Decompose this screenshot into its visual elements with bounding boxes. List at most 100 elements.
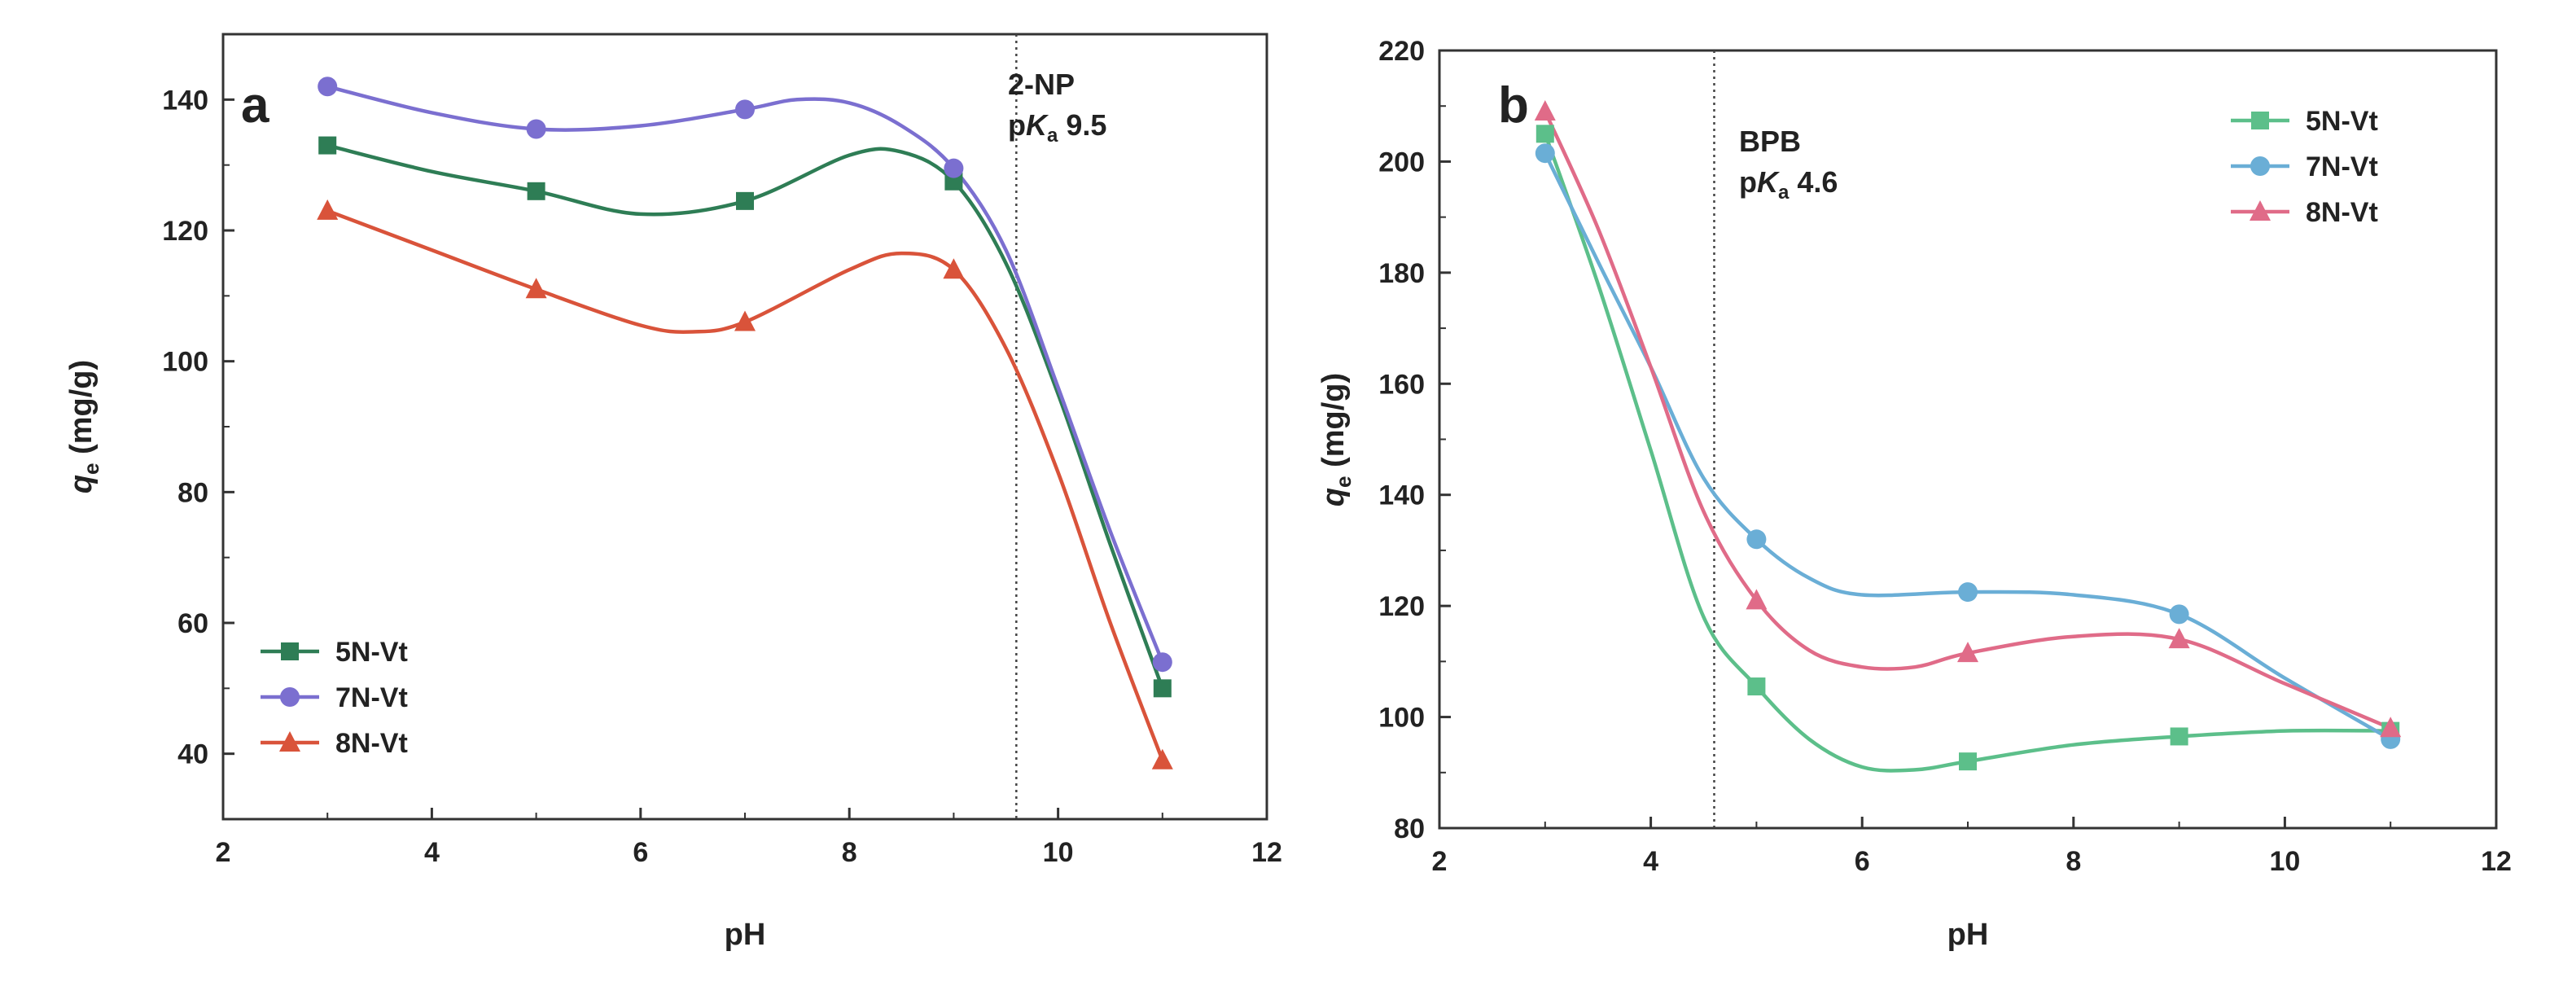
legend-marker-8N-Vt bbox=[2250, 200, 2271, 221]
x-tick-label: 6 bbox=[633, 837, 648, 868]
pka-k: K bbox=[1757, 165, 1781, 199]
data-point-7N-Vt bbox=[526, 119, 546, 139]
y-label-sub: e bbox=[1331, 476, 1356, 487]
legend-marker-5N-Vt bbox=[281, 642, 299, 660]
pka-k: K bbox=[1026, 108, 1049, 142]
series-line-5N-Vt bbox=[326, 143, 1164, 690]
annotation-compound: BPB bbox=[1739, 125, 1801, 158]
y-axis-label: qe (mg/g) bbox=[64, 360, 103, 493]
data-point-8N-Vt bbox=[1534, 100, 1556, 121]
x-tick-label: 6 bbox=[1855, 846, 1870, 877]
data-point-5N-Vt bbox=[1747, 677, 1766, 696]
y-tick-label: 100 bbox=[1378, 703, 1425, 734]
data-point-5N-Vt bbox=[736, 191, 754, 210]
data-point-7N-Vt bbox=[2169, 604, 2189, 625]
x-axis-label: pH bbox=[725, 918, 766, 952]
legend-marker-7N-Vt bbox=[2250, 156, 2270, 176]
x-tick-label: 10 bbox=[1043, 837, 1074, 868]
data-point-8N-Vt bbox=[1746, 589, 1768, 610]
y-axis-label: qe (mg/g) bbox=[1316, 373, 1356, 506]
y-tick-label: 140 bbox=[1378, 480, 1425, 511]
x-tick-label: 12 bbox=[2481, 846, 2512, 877]
y-label-main: q bbox=[64, 475, 99, 493]
y-tick-label: 100 bbox=[162, 347, 208, 378]
legend: 5N-Vt 7N-Vt 8N-Vt bbox=[261, 637, 408, 759]
legend-label-5N-Vt: 5N-Vt bbox=[2306, 106, 2378, 137]
data-point-5N-Vt bbox=[527, 182, 545, 200]
legend-marker-8N-Vt bbox=[279, 731, 300, 752]
axis-ticks: 2 4 6 8 10 12 80 100 120 140 160 180 200 220 bbox=[1378, 36, 2512, 877]
pka-value: 4.6 bbox=[1789, 165, 1838, 199]
legend-label-7N-Vt: 7N-Vt bbox=[2306, 151, 2378, 182]
annotation-compound: 2-NP bbox=[1008, 68, 1075, 101]
annotation-pka: pKa 4.6 bbox=[1739, 165, 1838, 204]
data-point-8N-Vt bbox=[1151, 748, 1173, 769]
y-label-unit: (mg/g) bbox=[1316, 373, 1351, 476]
x-tick-label: 4 bbox=[1643, 846, 1658, 877]
series-line-8N-Vt bbox=[326, 208, 1164, 761]
data-point-5N-Vt bbox=[1959, 752, 1977, 771]
data-point-8N-Vt bbox=[1957, 642, 1978, 663]
legend-marker-5N-Vt bbox=[2251, 112, 2269, 129]
legend-marker-7N-Vt bbox=[280, 687, 300, 707]
y-tick-label: 220 bbox=[1378, 36, 1425, 67]
y-tick-label: 160 bbox=[1378, 369, 1425, 400]
series-line-7N-Vt bbox=[326, 85, 1164, 664]
x-tick-label: 2 bbox=[216, 837, 231, 868]
data-point-5N-Vt bbox=[1153, 679, 1172, 698]
data-point-8N-Vt bbox=[943, 258, 965, 279]
series-curves bbox=[326, 85, 1164, 761]
y-tick-label: 140 bbox=[162, 85, 208, 116]
series-line-8N-Vt bbox=[1543, 111, 2392, 730]
data-point-7N-Vt bbox=[1535, 143, 1555, 164]
legend-label-8N-Vt: 8N-Vt bbox=[335, 728, 408, 759]
series-line-7N-Vt bbox=[1543, 152, 2392, 741]
pka-sub: a bbox=[1047, 125, 1058, 147]
data-point-8N-Vt bbox=[2380, 717, 2402, 738]
y-tick-label: 80 bbox=[1394, 813, 1425, 844]
data-point-5N-Vt bbox=[318, 136, 337, 155]
x-tick-label: 8 bbox=[842, 837, 857, 868]
pka-prefix: p bbox=[1739, 165, 1757, 199]
data-point-7N-Vt bbox=[735, 99, 755, 120]
data-point-7N-Vt bbox=[1746, 529, 1767, 550]
chart-panel-b: 2 4 6 8 10 12 80 100 120 140 160 180 200 220 b BPB pK… bbox=[1316, 36, 2512, 952]
y-tick-label: 200 bbox=[1378, 147, 1425, 178]
data-point-7N-Vt bbox=[944, 158, 964, 178]
legend: 5N-Vt 7N-Vt 8N-Vt bbox=[2231, 106, 2378, 228]
y-tick-label: 80 bbox=[177, 477, 208, 508]
pka-sub: a bbox=[1778, 182, 1790, 204]
panel-label: a bbox=[241, 77, 269, 134]
series-markers bbox=[1534, 100, 2402, 771]
y-tick-label: 180 bbox=[1378, 258, 1425, 289]
legend-label-7N-Vt: 7N-Vt bbox=[335, 682, 408, 713]
x-tick-label: 2 bbox=[1432, 846, 1448, 877]
annotation-pka: pKa 9.5 bbox=[1008, 108, 1106, 147]
y-tick-label: 120 bbox=[162, 216, 208, 247]
y-tick-label: 120 bbox=[1378, 591, 1425, 622]
legend-label-8N-Vt: 8N-Vt bbox=[2306, 197, 2378, 228]
data-point-5N-Vt bbox=[1536, 125, 1554, 143]
y-label-main: q bbox=[1316, 488, 1351, 506]
chart-panel-a: 2 4 6 8 10 12 40 60 80 100 120 140 a 2-NP pKa 9.5 p… bbox=[64, 33, 1282, 952]
x-tick-label: 12 bbox=[1251, 837, 1282, 868]
y-label-sub: e bbox=[79, 463, 103, 474]
data-point-8N-Vt bbox=[734, 310, 756, 331]
pka-prefix: p bbox=[1008, 108, 1026, 142]
series-markers bbox=[317, 77, 1173, 769]
data-point-7N-Vt bbox=[1958, 582, 1978, 603]
y-tick-label: 60 bbox=[177, 608, 208, 639]
axis-ticks: 2 4 6 8 10 12 40 60 80 100 120 140 bbox=[162, 33, 1282, 868]
data-point-8N-Vt bbox=[317, 199, 339, 220]
x-tick-label: 8 bbox=[2066, 846, 2081, 877]
legend-label-5N-Vt: 5N-Vt bbox=[335, 637, 408, 668]
data-point-7N-Vt bbox=[318, 77, 338, 97]
data-point-8N-Vt bbox=[525, 278, 547, 299]
data-point-7N-Vt bbox=[1152, 652, 1172, 673]
x-tick-label: 10 bbox=[2269, 846, 2300, 877]
pka-value: 9.5 bbox=[1058, 108, 1106, 142]
y-tick-label: 40 bbox=[177, 739, 208, 770]
x-axis-label: pH bbox=[1947, 918, 1989, 952]
data-point-5N-Vt bbox=[2170, 727, 2188, 746]
